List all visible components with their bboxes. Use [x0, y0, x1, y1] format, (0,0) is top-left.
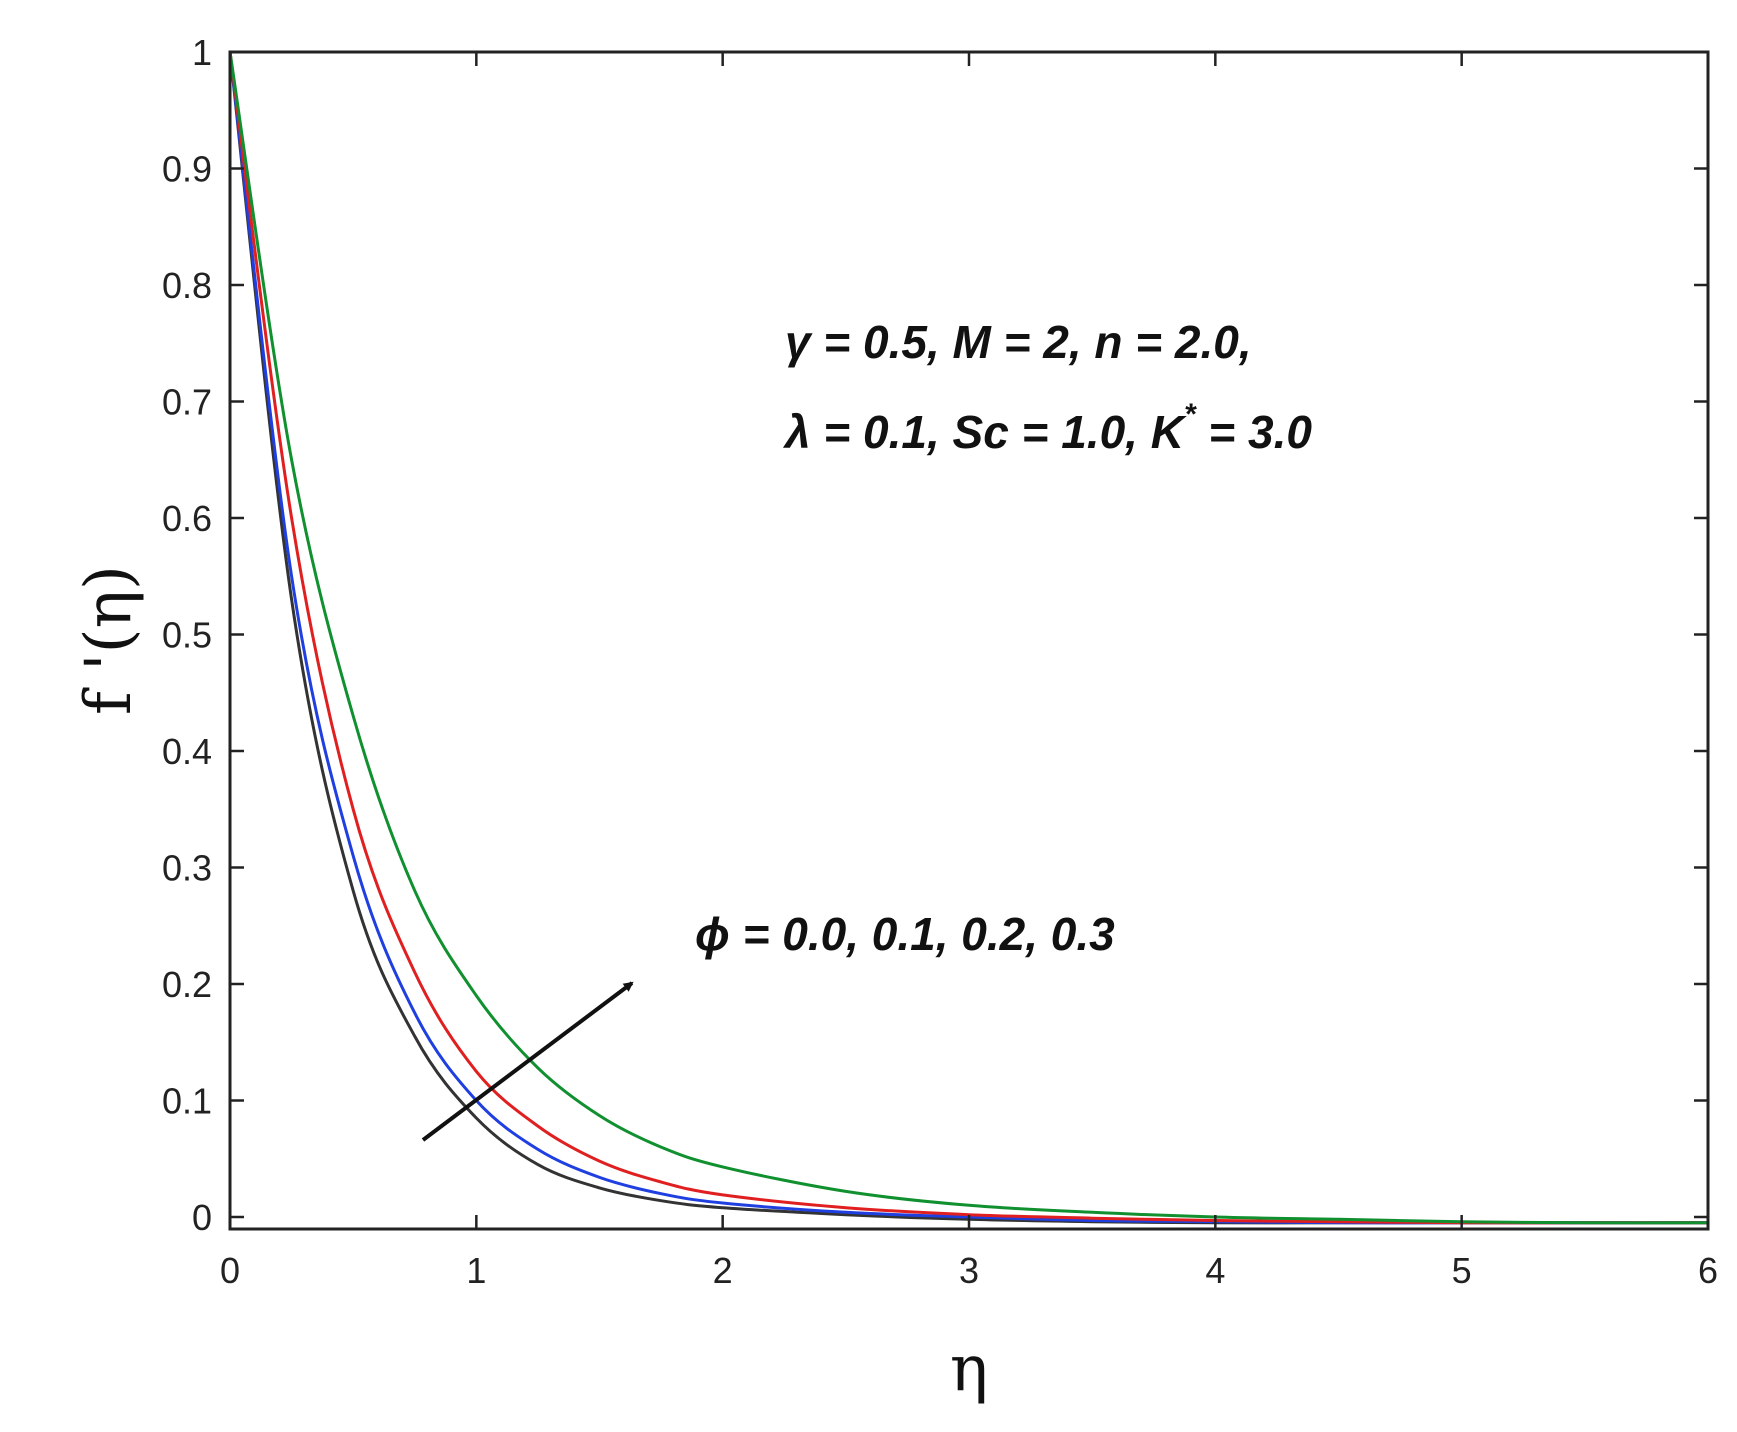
y-tick-label-0.9: 0.9 [162, 149, 212, 190]
y-tick-label-0.1: 0.1 [162, 1081, 212, 1122]
x-tick-label-4: 4 [1205, 1250, 1225, 1291]
x-tick-label-0: 0 [220, 1250, 240, 1291]
y-tick-label-1: 1 [192, 32, 212, 73]
series-line-4 [228, 51, 1709, 1225]
y-tick-label-0.2: 0.2 [162, 964, 212, 1005]
plot-frame [228, 50, 1710, 1231]
x-tick-label-5: 5 [1452, 1250, 1472, 1291]
curves-layer [228, 51, 1709, 1225]
y-tick-label-0.7: 0.7 [162, 382, 212, 423]
ticks-layer: 0 1 2 3 4 5 6 0 0.1 0.2 0.3 0.4 0.5 0.6 0.7 0.8 0.9 1 [162, 32, 1718, 1291]
parameter-annotation-superscript: * [1184, 398, 1197, 431]
y-tick-label-0: 0 [192, 1197, 212, 1238]
x-tick-label-1: 1 [466, 1250, 486, 1291]
y-tick-label-0.5: 0.5 [162, 615, 212, 656]
trend-arrow [421, 981, 634, 1142]
y-axis-label: f '(η) [72, 565, 146, 715]
parameter-annotation-line-2-end: = 3.0 [1196, 406, 1313, 458]
parameter-annotation-line-2: λ = 0.1, Sc = 1.0, K* = 3.0 [782, 398, 1312, 458]
y-tick-label-0.4: 0.4 [162, 731, 212, 772]
y-tick-label-0.8: 0.8 [162, 265, 212, 306]
y-tick-label-0.3: 0.3 [162, 848, 212, 889]
parameter-annotation-line-2-main: λ = 0.1, Sc = 1.0, K [782, 406, 1187, 458]
phi-annotation: ϕ = 0.0, 0.1, 0.2, 0.3 [695, 908, 1115, 960]
series-line-2 [228, 51, 1708, 1225]
parameter-annotation-line-1: γ = 0.5, M = 2, n = 2.0, [785, 316, 1252, 368]
x-tick-label-2: 2 [713, 1250, 733, 1291]
x-tick-label-6: 6 [1698, 1250, 1718, 1291]
x-axis-label: η [950, 1332, 988, 1406]
series-line-3 [228, 51, 1708, 1225]
series-line-1 [228, 51, 1708, 1225]
x-tick-label-3: 3 [959, 1250, 979, 1291]
y-tick-label-0.6: 0.6 [162, 498, 212, 539]
